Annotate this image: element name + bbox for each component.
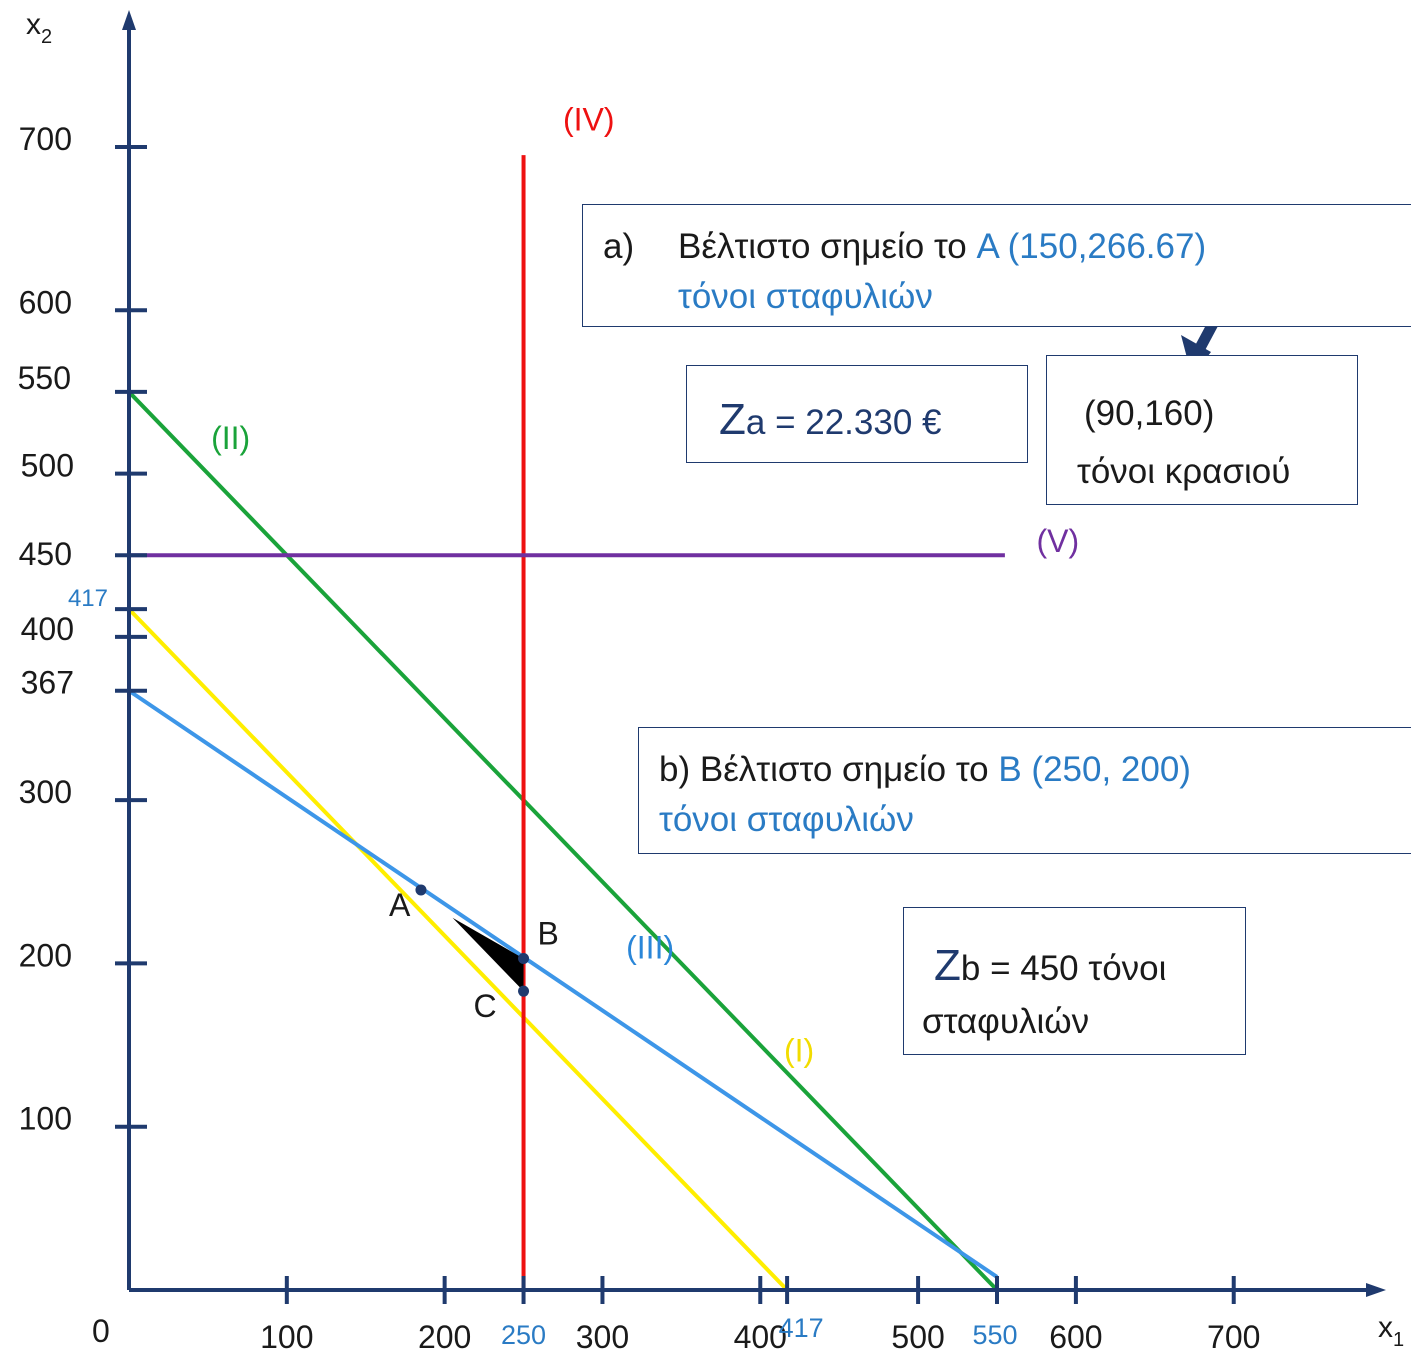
box-a-line2: τόνοι σταφυλιών bbox=[678, 277, 933, 316]
x-tick-label: 500 bbox=[891, 1319, 944, 1355]
optimal-point-a-box: a) Βέλτιστο σημείο το A (150,266.67) τόν… bbox=[582, 204, 1411, 327]
y-tick-label: 500 bbox=[21, 448, 74, 484]
x-tick-label: 417 bbox=[779, 1313, 824, 1343]
y-tick-label: 200 bbox=[19, 937, 72, 973]
optimal-point-b-box: b) Βέλτιστο σημείο το B (250, 200) τόνοι… bbox=[638, 727, 1411, 854]
series-label: (I) bbox=[784, 1032, 814, 1068]
x-tick-label: 600 bbox=[1049, 1319, 1102, 1355]
y-tick-label: 450 bbox=[19, 536, 72, 572]
point-c-label: C bbox=[474, 988, 497, 1024]
optimal-points: A B C bbox=[389, 884, 559, 1024]
constraint-line bbox=[127, 390, 999, 1292]
series-label: (IV) bbox=[563, 102, 615, 138]
constraint-line bbox=[127, 607, 789, 1292]
box-a-text: Βέλτιστο σημείο το A (150,266.67) bbox=[678, 225, 1206, 269]
box-a-point: A (150,266.67) bbox=[976, 227, 1207, 266]
point-a-marker bbox=[415, 884, 427, 896]
constraint-lines bbox=[127, 155, 1005, 1292]
x-tick-label: 300 bbox=[576, 1319, 629, 1355]
point-c-marker bbox=[518, 985, 530, 997]
x-tick-label: 200 bbox=[418, 1319, 471, 1355]
x-tick-label: 250 bbox=[501, 1320, 546, 1350]
za-value-box: Za = 22.330 € bbox=[686, 365, 1028, 463]
y-tick-label: 300 bbox=[19, 774, 72, 810]
wine-tonnes-box: (90,160) τόνοι κρασιού bbox=[1046, 355, 1358, 505]
y-axis-label: x2 bbox=[26, 8, 52, 48]
feasible-region bbox=[452, 917, 524, 992]
box-a-prefix: a) bbox=[603, 227, 635, 266]
y-tick-label: 550 bbox=[18, 360, 71, 396]
za-text: a = 22.330 € bbox=[745, 403, 942, 442]
x-tick-label: 550 bbox=[972, 1320, 1017, 1350]
y-tick-label: 417 bbox=[68, 585, 108, 612]
y-tick-label: 700 bbox=[19, 121, 72, 157]
constraint-line bbox=[127, 689, 999, 1279]
origin-label: 0 bbox=[92, 1313, 110, 1349]
x-tick-label: 400 bbox=[734, 1319, 787, 1355]
x-axis-arrowhead bbox=[1366, 1283, 1386, 1297]
point-a-label: A bbox=[389, 887, 411, 923]
y-tick-label: 600 bbox=[19, 284, 72, 320]
box-b-point: B (250, 200) bbox=[998, 750, 1191, 789]
series-label: (V) bbox=[1036, 523, 1079, 559]
point-b-label: B bbox=[538, 916, 559, 952]
zb-value-box: Zb = 450 τόνοι σταφυλιών bbox=[903, 907, 1246, 1055]
box-a-label: Βέλτιστο σημείο το bbox=[678, 227, 977, 266]
y-tick-label: 367 bbox=[21, 665, 74, 701]
series-labels: (I) (II) (III) (IV) (V) bbox=[211, 102, 1079, 1069]
box-b-label: b) Βέλτιστο σημείο το bbox=[659, 750, 999, 789]
zb-text: b = 450 τόνοι bbox=[960, 949, 1167, 988]
za-z: Z bbox=[719, 395, 746, 444]
za-value: Za = 22.330 € bbox=[719, 392, 941, 447]
y-axis-arrowhead bbox=[122, 10, 136, 30]
wine-label: τόνοι κρασιού bbox=[1077, 452, 1291, 491]
x-tick-label: 100 bbox=[260, 1319, 313, 1355]
x-tick-label: 700 bbox=[1207, 1319, 1260, 1355]
zb-z: Z bbox=[934, 941, 961, 990]
box-b-text: b) Βέλτιστο σημείο το B (250, 200) bbox=[659, 748, 1191, 792]
y-tick-label: 100 bbox=[19, 1101, 72, 1137]
series-label: (II) bbox=[211, 420, 250, 456]
x-axis-label: x1 bbox=[1378, 1311, 1404, 1351]
point-b-marker bbox=[518, 953, 530, 965]
wine-coordinates: (90,160) bbox=[1084, 394, 1215, 433]
zb-value: Zb = 450 τόνοι bbox=[934, 938, 1166, 993]
zb-line2: σταφυλιών bbox=[922, 1002, 1090, 1041]
series-label: (III) bbox=[626, 930, 674, 966]
y-tick-label: 400 bbox=[21, 611, 74, 647]
box-b-line2: τόνοι σταφυλιών bbox=[659, 800, 914, 839]
